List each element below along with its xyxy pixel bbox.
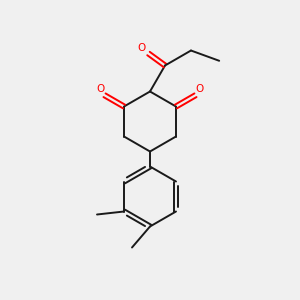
Text: O: O [137, 43, 146, 53]
Text: O: O [195, 84, 203, 94]
Text: O: O [97, 84, 105, 94]
